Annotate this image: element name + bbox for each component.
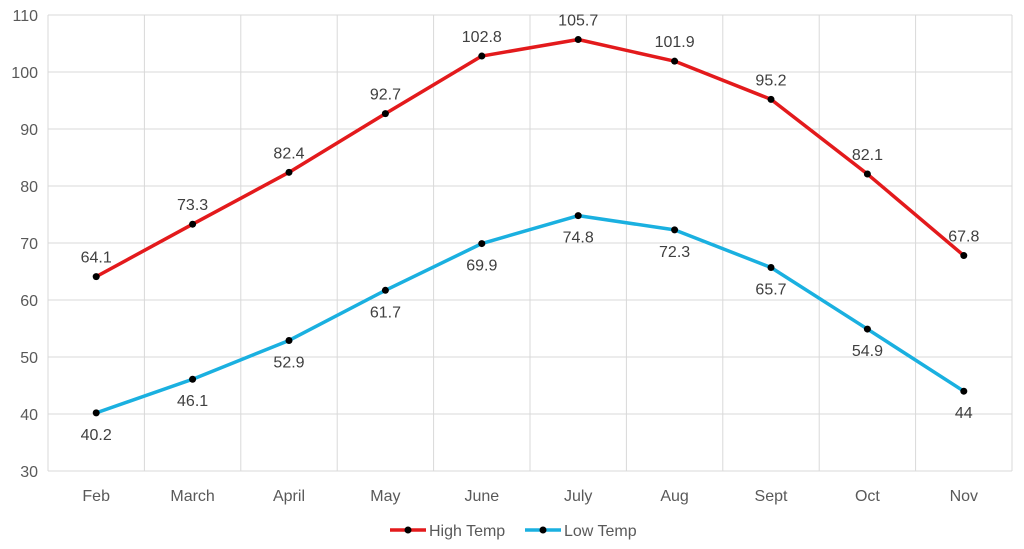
y-tick-label: 70: [20, 236, 38, 253]
high-temp-point: [381, 110, 389, 118]
x-tick-label: Aug: [660, 488, 688, 505]
high-temp-legend-marker: [404, 526, 412, 534]
high-temp-point: [574, 36, 582, 44]
high-temp-data-label: 67.8: [948, 229, 979, 246]
high-temp-point: [863, 170, 871, 178]
low-temp-data-label: 72.3: [659, 244, 690, 261]
low-temp-data-label: 40.2: [81, 427, 112, 444]
high-temp-data-label: 105.7: [558, 13, 598, 30]
high-temp-data-label: 101.9: [655, 34, 695, 51]
low-temp-data-label: 69.9: [466, 258, 497, 275]
x-tick-label: April: [273, 488, 305, 505]
high-temp-point: [671, 57, 679, 65]
x-tick-label: March: [170, 488, 214, 505]
high-temp-data-label: 82.4: [273, 145, 304, 162]
high-temp-line: [94, 37, 966, 279]
low-temp-data-label: 52.9: [273, 354, 304, 371]
low-temp-point: [863, 325, 871, 333]
y-tick-label: 40: [20, 407, 38, 424]
high-temp-point: [767, 95, 775, 103]
legend-item-low-temp: Low Temp: [525, 523, 637, 540]
x-tick-label: Nov: [950, 488, 978, 505]
data-labels: 64.1 73.3 82.4 92.7 102.8 105.7 101.9 95.2 82.1 6…: [81, 13, 980, 444]
low-temp-legend-label: Low Temp: [564, 523, 637, 540]
y-tick-label: 90: [20, 122, 38, 139]
high-temp-point: [189, 220, 197, 228]
x-tick-label: Sept: [755, 488, 788, 505]
high-temp-data-label: 82.1: [852, 147, 883, 164]
low-temp-point: [960, 387, 968, 395]
legend-item-high-temp: High Temp: [390, 523, 505, 540]
low-temp-point: [767, 264, 775, 272]
high-temp-point: [92, 273, 100, 281]
high-temp-point: [478, 52, 486, 60]
high-temp-data-label: 102.8: [462, 29, 502, 46]
high-temp-point: [285, 168, 293, 176]
series-group: [92, 36, 968, 417]
low-temp-data-label: 61.7: [370, 304, 401, 321]
high-temp-point: [960, 252, 968, 260]
low-temp-data-label: 46.1: [177, 393, 208, 410]
gridlines: [47, 14, 1013, 472]
low-temp-data-label: 54.9: [852, 343, 883, 360]
low-temp-point: [381, 286, 389, 294]
y-axis: 30 40 50 60 70 80 90 100 110: [11, 8, 38, 481]
x-tick-label: June: [464, 488, 499, 505]
low-temp-point: [92, 409, 100, 417]
y-tick-label: 80: [20, 179, 38, 196]
y-tick-label: 100: [11, 65, 38, 82]
low-temp-data-label: 44: [955, 405, 973, 422]
low-temp-line: [94, 213, 966, 415]
x-tick-label: July: [564, 488, 592, 505]
x-tick-label: May: [370, 488, 400, 505]
x-axis: Feb March April May June July Aug Sept Oct Nov: [82, 488, 978, 505]
y-tick-label: 60: [20, 293, 38, 310]
x-tick-label: Oct: [855, 488, 880, 505]
low-temp-data-label: 74.8: [563, 230, 594, 247]
low-temp-point: [574, 212, 582, 220]
y-tick-label: 50: [20, 350, 38, 367]
x-tick-label: Feb: [82, 488, 110, 505]
high-temp-data-label: 73.3: [177, 197, 208, 214]
high-temp-legend-label: High Temp: [429, 523, 505, 540]
legend: High Temp Low Temp: [390, 523, 637, 540]
low-temp-legend-marker: [539, 526, 547, 534]
y-tick-label: 110: [12, 8, 38, 25]
low-temp-point: [285, 336, 293, 344]
y-tick-label: 30: [20, 464, 38, 481]
low-temp-data-label: 65.7: [755, 282, 786, 299]
high-temp-data-label: 95.2: [755, 72, 786, 89]
low-temp-point: [189, 375, 197, 383]
low-temp-point: [478, 240, 486, 248]
high-temp-data-label: 92.7: [370, 87, 401, 104]
low-temp-point: [671, 226, 679, 234]
high-temp-data-label: 64.1: [81, 250, 112, 267]
